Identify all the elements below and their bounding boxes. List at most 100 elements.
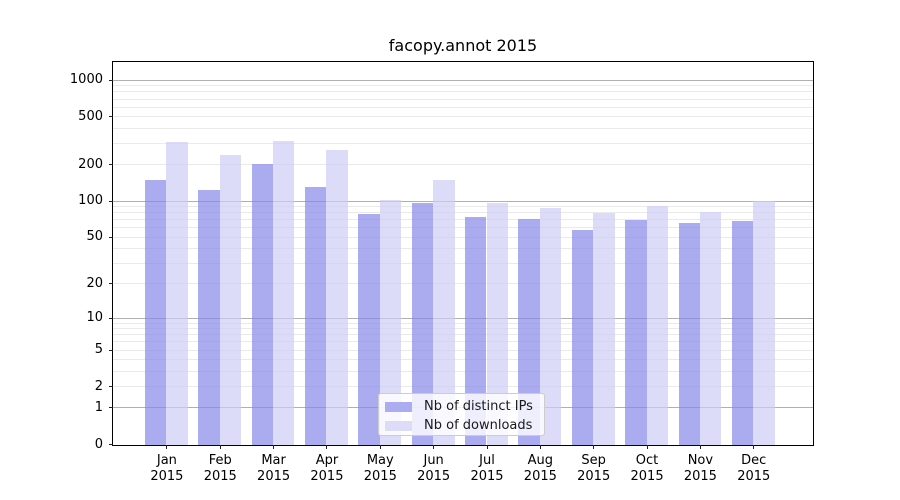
x-tick [539, 444, 541, 449]
x-tick-month: Jun [423, 452, 444, 468]
x-tick [219, 444, 221, 449]
y-tick [109, 349, 113, 351]
x-tick-year: 2015 [630, 468, 664, 484]
x-tick [326, 444, 328, 449]
bar-distinct-ips [145, 180, 167, 445]
legend-item-downloads: Nb of downloads [379, 416, 544, 435]
bar-distinct-ips [571, 230, 594, 445]
y-tick [109, 116, 113, 118]
x-tick-year: 2015 [523, 468, 557, 484]
bar-distinct-ips [731, 221, 754, 445]
gridline-minor [113, 106, 813, 108]
y-tick-label: 1000 [69, 72, 103, 88]
x-tick-month: Mar [261, 452, 286, 468]
x-tick-month: Feb [208, 452, 232, 468]
bar-downloads [326, 149, 348, 445]
y-tick-label: 20 [86, 275, 103, 291]
x-tick-label: Aug 2015 [512, 453, 568, 485]
legend: Nb of distinct IPs Nb of downloads [378, 393, 545, 436]
bar-downloads [273, 140, 295, 445]
gridline-minor [113, 85, 813, 87]
x-tick-year: 2015 [310, 468, 344, 484]
x-tick-label: Jun 2015 [406, 453, 462, 485]
bar-distinct-ips [678, 222, 700, 445]
gridline-minor [113, 359, 813, 361]
bar-downloads [219, 154, 242, 445]
y-tick [109, 283, 113, 285]
gridline-minor [113, 328, 813, 330]
legend-swatch-distinct-ips [385, 401, 412, 412]
gridline-major [113, 79, 813, 81]
bar-distinct-ips [358, 213, 380, 445]
y-tick-label: 5 [94, 342, 103, 358]
plot-area [112, 61, 814, 446]
gridline-minor [113, 349, 813, 351]
legend-item-distinct-ips: Nb of distinct IPs [379, 397, 544, 416]
plot-canvas [113, 62, 813, 445]
x-tick-month: May [366, 452, 394, 468]
y-tick-label: 2 [94, 378, 103, 394]
y-tick [109, 79, 113, 81]
bar-downloads [486, 202, 508, 445]
y-tick-label: 200 [78, 156, 103, 172]
gridline-major [113, 317, 813, 319]
x-tick-year: 2015 [257, 468, 291, 484]
bar-distinct-ips [411, 203, 434, 445]
x-tick-year: 2015 [470, 468, 504, 484]
gridline-minor [113, 262, 813, 264]
y-tick [109, 236, 113, 238]
gridline-minor [113, 91, 813, 93]
gridline-minor [113, 219, 813, 221]
gridline-minor [113, 116, 813, 118]
bar-distinct-ips [251, 164, 274, 445]
gridline-minor [113, 370, 813, 372]
x-tick [699, 444, 701, 449]
legend-swatch-downloads [385, 420, 412, 431]
x-tick-label: Sep 2015 [566, 453, 622, 485]
gridline-minor [113, 248, 813, 250]
x-tick-label: Jan 2015 [139, 453, 195, 485]
gridline-minor [113, 127, 813, 129]
gridline-minor [113, 386, 813, 388]
y-tick [109, 407, 113, 409]
x-tick-month: Oct [635, 452, 659, 468]
gridline-minor [113, 283, 813, 285]
x-tick-label: Apr 2015 [299, 453, 355, 485]
x-tick-year: 2015 [417, 468, 451, 484]
x-tick-label: Nov 2015 [672, 453, 728, 485]
x-tick [646, 444, 648, 449]
x-tick [433, 444, 435, 449]
x-tick-label: Oct 2015 [619, 453, 675, 485]
x-tick-month: Aug [527, 452, 554, 468]
gridline-minor [113, 212, 813, 214]
bar-downloads [593, 212, 615, 445]
x-tick [753, 444, 755, 449]
gridline-minor [113, 227, 813, 229]
bar-distinct-ips [518, 218, 540, 445]
legend-label-downloads: Nb of downloads [424, 418, 533, 433]
y-tick-label: 0 [94, 436, 103, 452]
x-tick-month: Sep [581, 452, 606, 468]
x-tick-label: Jul 2015 [459, 453, 515, 485]
y-tick-label: 1 [94, 399, 103, 415]
y-tick-label: 10 [86, 310, 103, 326]
x-tick-label: Mar 2015 [246, 453, 302, 485]
x-tick-label: Dec 2015 [726, 453, 782, 485]
bar-distinct-ips [625, 220, 647, 445]
bar-downloads [753, 200, 775, 445]
gridline-minor [113, 206, 813, 208]
y-tick [109, 164, 113, 166]
gridline-minor [113, 143, 813, 145]
x-tick [273, 444, 275, 449]
x-tick-year: 2015 [203, 468, 237, 484]
gridline-minor [113, 98, 813, 100]
gridline-major [113, 200, 813, 202]
y-tick-label: 100 [78, 193, 103, 209]
bar-downloads [646, 206, 668, 445]
x-tick [486, 444, 488, 449]
y-tick-label: 50 [86, 229, 103, 245]
x-tick-month: Jan [156, 452, 177, 468]
x-tick-year: 2015 [737, 468, 771, 484]
x-tick-label: Feb 2015 [192, 453, 248, 485]
bar-downloads [433, 180, 455, 445]
